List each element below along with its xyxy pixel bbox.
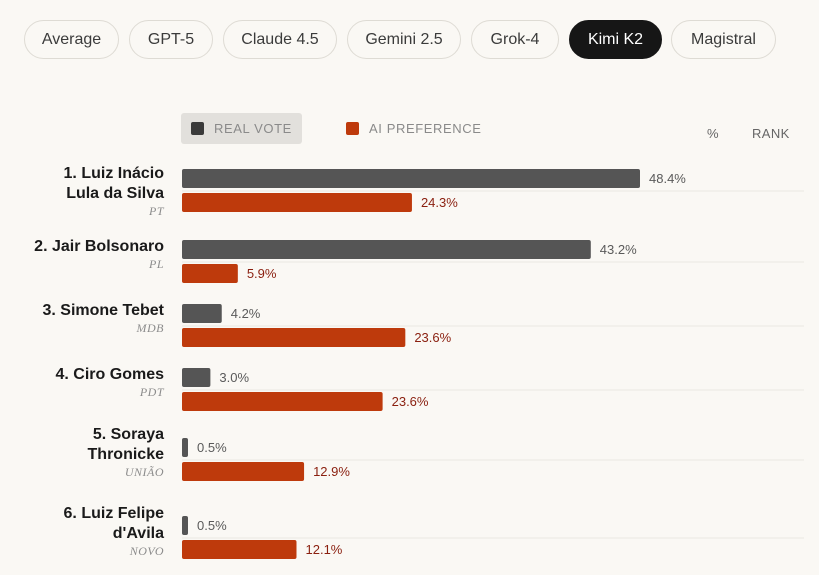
candidate-name: 5. Soraya — [93, 426, 164, 443]
ai-preference-bar — [182, 392, 383, 411]
ai-preference-bar — [182, 193, 412, 212]
real-vote-label: 3.0% — [219, 370, 249, 385]
real-vote-bar — [182, 304, 222, 323]
candidate-party: UNIÃO — [125, 465, 164, 479]
candidate-name: 3. Simone Tebet — [42, 302, 164, 319]
ai-preference-label: 24.3% — [421, 195, 458, 210]
candidate-party: PT — [148, 204, 165, 218]
real-vote-label: 48.4% — [649, 171, 686, 186]
tab-grok-4[interactable]: Grok-4 — [471, 20, 559, 59]
real-vote-swatch-icon — [191, 122, 204, 135]
real-vote-label: 0.5% — [197, 440, 227, 455]
ai-preference-swatch-icon — [346, 122, 359, 135]
tab-magistral[interactable]: Magistral — [671, 20, 776, 59]
candidate-party: MDB — [136, 321, 165, 335]
candidate-name: 4. Ciro Gomes — [56, 366, 165, 383]
legend-real-vote[interactable]: REAL VOTE — [181, 113, 302, 144]
candidate-party: PDT — [139, 385, 165, 399]
legend-real-label: REAL VOTE — [214, 121, 292, 136]
real-vote-bar — [182, 169, 640, 188]
real-vote-bar — [182, 516, 188, 535]
ai-preference-label: 12.1% — [306, 542, 343, 557]
candidate-name: d'Avila — [113, 525, 164, 542]
tab-kimi-k2[interactable]: Kimi K2 — [569, 20, 662, 59]
real-vote-label: 0.5% — [197, 518, 227, 533]
percent-sort-header[interactable]: % — [707, 126, 719, 141]
ai-preference-bar — [182, 328, 406, 347]
tab-gpt-5[interactable]: GPT-5 — [129, 20, 213, 59]
ai-preference-label: 23.6% — [392, 394, 429, 409]
real-vote-bar — [182, 438, 188, 457]
real-vote-bar — [182, 368, 211, 387]
candidate-name: 6. Luiz Felipe — [64, 505, 165, 522]
candidate-party: PL — [148, 257, 164, 271]
real-vote-bar — [182, 240, 591, 259]
candidate-name: Lula da Silva — [66, 185, 164, 202]
ai-preference-bar — [182, 462, 305, 481]
ai-preference-label: 23.6% — [414, 330, 451, 345]
real-vote-label: 43.2% — [600, 242, 637, 257]
tab-average[interactable]: Average — [24, 20, 119, 59]
legend-ai-label: AI PREFERENCE — [369, 121, 482, 136]
tab-claude-4-5[interactable]: Claude 4.5 — [223, 20, 337, 59]
rank-sort-header[interactable]: RANK — [752, 126, 790, 141]
tab-gemini-2-5[interactable]: Gemini 2.5 — [347, 20, 461, 59]
candidate-name: 1. Luiz Inácio — [64, 165, 165, 182]
ai-preference-bar — [182, 264, 238, 283]
candidate-name: 2. Jair Bolsonaro — [34, 238, 164, 255]
ai-preference-label: 12.9% — [313, 464, 350, 479]
ai-preference-label: 5.9% — [247, 266, 277, 281]
legend-ai-preference[interactable]: AI PREFERENCE — [346, 113, 482, 144]
candidate-party: NOVO — [129, 544, 164, 558]
real-vote-label: 4.2% — [231, 306, 261, 321]
candidate-name: Thronicke — [88, 446, 165, 463]
ai-preference-bar — [182, 540, 297, 559]
